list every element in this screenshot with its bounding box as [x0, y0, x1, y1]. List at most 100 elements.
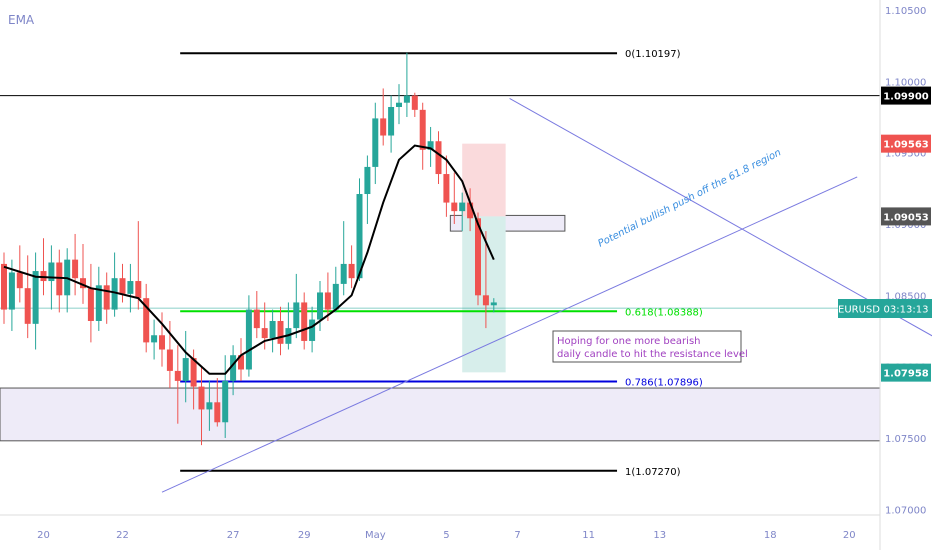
x-tick-label: 11	[582, 530, 595, 541]
candle-body	[16, 272, 23, 289]
price-tag-bg	[881, 86, 931, 105]
candle	[482, 231, 489, 329]
candle	[348, 245, 355, 289]
candle-body	[24, 288, 31, 324]
candle	[214, 378, 221, 427]
rising-trendline	[161, 176, 858, 493]
candle	[451, 172, 458, 224]
fib-label-0-618: 0.618(1.08388)	[625, 307, 703, 318]
candle	[159, 312, 165, 367]
candle-body	[166, 349, 173, 371]
candle	[419, 102, 426, 170]
candle	[111, 252, 118, 317]
candle-body	[372, 118, 379, 167]
candle	[380, 88, 387, 146]
candle-body	[443, 174, 450, 203]
candle	[80, 243, 86, 304]
countdown-tag-bg	[880, 299, 932, 318]
x-axis: 20 22 27 29 May 5 7 11 13 18 20	[0, 514, 880, 541]
indicator-label: EMA	[8, 13, 35, 27]
trendlines-layer	[161, 97, 932, 493]
x-tick-label: 18	[764, 530, 777, 541]
candle-body	[206, 402, 213, 410]
candle	[317, 281, 323, 331]
candle-body	[388, 106, 395, 136]
candle	[119, 263, 126, 303]
candle	[459, 192, 466, 232]
x-tick-label: 20	[37, 530, 50, 541]
candle-body	[277, 320, 284, 344]
y-tick-label: 1.10500	[885, 6, 926, 17]
x-tick-label: 7	[514, 530, 520, 541]
candle	[238, 338, 244, 381]
candle-body	[8, 272, 15, 310]
countdown-label: 03:13:13	[884, 305, 929, 316]
candle	[490, 298, 497, 313]
candle-body	[159, 335, 165, 350]
candle-body	[222, 380, 229, 423]
candle	[245, 295, 252, 377]
candle-body	[111, 278, 118, 310]
candle	[230, 345, 237, 396]
candle	[443, 155, 450, 217]
candle-body	[174, 370, 181, 381]
candle	[32, 252, 39, 350]
candle	[198, 366, 205, 446]
ema-layer	[3, 144, 495, 375]
candle-body	[1, 263, 7, 310]
support-zone	[0, 387, 881, 442]
x-tick-label: 27	[227, 530, 240, 541]
candle-body	[40, 271, 47, 282]
candle-body	[482, 295, 489, 306]
candle-body	[340, 263, 347, 284]
x-tick-label: 13	[653, 530, 666, 541]
fib-label-1: 1(1.07270)	[625, 467, 681, 478]
candle	[135, 221, 142, 310]
x-tick-label: 5	[443, 530, 449, 541]
ema-line	[3, 144, 495, 375]
candle-body	[356, 194, 363, 279]
candle-body	[269, 320, 276, 339]
price-tag-label: 1.09563	[883, 140, 929, 151]
candle	[143, 283, 150, 353]
candle	[174, 345, 181, 424]
x-tick-label: 29	[298, 530, 311, 541]
price-tag-label: 1.09053	[883, 212, 929, 223]
note-line: daily candle to hit the resistance level	[557, 349, 748, 360]
candle-body	[301, 302, 308, 341]
candle	[396, 84, 402, 125]
candle	[340, 221, 347, 296]
candle-body	[182, 358, 189, 381]
candle-body	[419, 109, 426, 150]
y-tick-label: 1.07500	[885, 434, 926, 445]
y-tick-label: 1.10000	[885, 77, 926, 88]
candle	[24, 255, 31, 339]
x-tick-label: 20	[843, 530, 856, 541]
note-callout: Hoping for one more bearish daily candle …	[552, 330, 748, 363]
price-tag-label: 1.09900	[883, 92, 929, 103]
candle	[95, 266, 102, 331]
candle	[206, 380, 213, 431]
candle-body	[190, 358, 197, 387]
symbol-tag-bg	[838, 299, 880, 318]
candle-body	[324, 292, 331, 310]
candle	[277, 306, 284, 356]
candle	[324, 272, 331, 321]
candle-body	[87, 288, 94, 321]
candle	[435, 131, 442, 185]
candle-body	[95, 285, 102, 321]
candle-body	[103, 285, 110, 310]
candle-body	[143, 298, 150, 343]
candle	[40, 238, 47, 296]
candle	[332, 266, 339, 313]
candle	[427, 126, 434, 167]
candle	[1, 252, 7, 324]
symbol-price-tag: EURUSD 03:13:13	[838, 299, 932, 318]
candle-body	[230, 355, 237, 381]
candle	[16, 245, 23, 303]
candle	[253, 291, 260, 339]
candle	[151, 319, 158, 360]
candle-body	[364, 166, 371, 195]
candle	[182, 330, 189, 403]
